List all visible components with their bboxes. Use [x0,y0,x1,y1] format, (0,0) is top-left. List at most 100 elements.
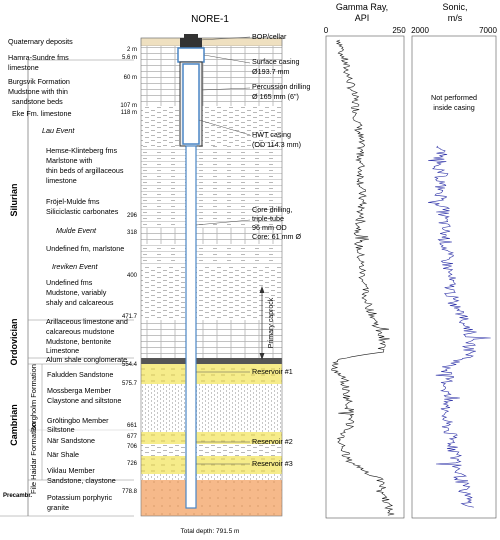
well-annotations: BOP/cellar Surface casing Ø193.7 mm Perc… [195,32,310,468]
unit-label: När Shale [47,450,79,459]
unit-label: limestone [8,63,39,72]
depth-labels: 2 m 5.6 m 60 m 107 m 118 m 296 318 400 4… [120,47,137,495]
depth-label: 296 [127,213,138,219]
depth-label: 706 [127,444,138,450]
caprock-label: Primary caprock [268,297,275,348]
period-precambrian: Precambr. [3,493,32,499]
unit-label: Siliciclastic carbonates [46,207,119,216]
core-label: Core drilling, [252,205,292,214]
formation-file-haidar: File Haidar Formation [29,422,38,494]
reservoir-1-label: Reservoir #1 [252,367,293,376]
reservoir-3-label: Reservoir #3 [252,459,293,468]
frojel-layer [141,228,282,244]
surface-casing-label: Surface casing [252,57,300,66]
unit-label: Limestone [46,346,79,355]
period-silurian: Silurian [9,183,19,216]
unit-label: Burgsvik Formation [8,77,70,86]
core-size: Core: 61 mm Ø [252,232,302,241]
hamra-limestone-layer [141,46,282,106]
depth-label: 778.8 [122,489,138,495]
gamma-axis-min: 0 [324,26,329,35]
unit-label: thin beds of argillaceous [46,166,124,175]
event-label: Mulde Event [56,226,97,235]
hwt-casing [182,63,200,145]
unit-label: Fröjel-Mulde fms [46,197,100,206]
unit-label: Mudstone with thin [8,87,68,96]
sonic-axis-max: 7000 [479,26,497,35]
sonic-title-1: Sonic, [442,2,467,12]
viklau-layer [141,456,282,474]
depth-label: 554.4 [122,362,138,368]
mossberga-layer [141,384,282,424]
nar-shale-layer [141,444,282,456]
lithology-column [140,37,283,517]
undefined-marlstone-layer [141,244,282,266]
formation-borgholm: Borgholm Formation [29,364,38,432]
depth-label: 2 m [127,47,137,53]
depth-label: 677 [127,434,138,440]
percussion-label: Percussion drilling [252,82,310,91]
unit-label: Quaternary deposits [8,37,73,46]
depth-label: 60 m [124,75,137,81]
percussion-size: Ø 165 mm (6") [252,92,299,101]
unit-label: Hemse-Klinteberg fms [46,146,118,155]
unit-label: Undefined fm, marlstone [46,244,124,253]
unit-label: calcareous mudstone [46,327,114,336]
sonic-frame [411,35,497,519]
nar-sandstone-layer [141,432,282,444]
unit-label: Marlstone with [46,156,92,165]
unit-label: När Sandstone [47,436,95,445]
gamma-ray-panel: Gamma Ray, API 0 250 [324,2,406,519]
total-depth-label: Total depth: 791.5 m [181,528,240,535]
surface-casing-size: Ø193.7 mm [252,67,290,76]
granite-layer [141,480,282,516]
unit-label: Gröltingbo Member [47,416,109,425]
sonic-note-2: inside casing [433,103,475,112]
unit-label: Undefined fms [46,278,93,287]
unit-label: Sandstone, claystone [47,476,116,485]
period-column: Silurian Ordovician Cambrian Precambr. B… [0,59,134,517]
unit-label: granite [47,503,69,512]
core-tube: triple-tube [252,214,284,223]
hwt-label: HWT casing [252,130,291,139]
unit-label: Faludden Sandstone [47,370,113,379]
gamma-frame [325,35,405,519]
unit-label: Eke Fm. limestone [12,109,72,118]
depth-label: 471.7 [122,314,138,320]
sonic-panel: Sonic, m/s 2000 7000 Not performed insid… [411,2,497,519]
unit-label: Hamra-Sundre fms [8,53,69,62]
reservoir-2-label: Reservoir #2 [252,437,293,446]
unit-label: Arillaceous limestone and [46,317,128,326]
unit-label: Claystone and siltstone [47,396,121,405]
gamma-ray-trace [331,39,395,516]
unit-label: Viklau Member [47,466,95,475]
hemse-layer [141,146,282,228]
depth-label: 575.7 [122,381,138,387]
unit-label: shaly and calcareous [46,298,114,307]
core-od: 96 mm OD [252,223,287,232]
unit-label: sandstone beds [12,97,63,106]
bop-label: BOP/cellar [252,32,287,41]
undefined-mudstone-layer [141,266,282,320]
unit-label: limestone [46,176,77,185]
event-label: Ireviken Event [52,262,99,271]
well-title: NORE-1 [191,14,229,25]
hwt-size: (OD 114.3 mm) [252,140,301,149]
viklau-clay-layer [141,474,282,480]
gamma-title-2: API [355,13,370,23]
depth-label: 5.6 m [122,55,137,61]
gamma-title-1: Gamma Ray, [336,2,388,12]
depth-label: 400 [127,273,138,279]
unit-label: Siltstone [47,425,75,434]
unit-label: Potassium porphyric [47,493,113,502]
unit-label: Mossberga Member [47,386,112,395]
period-ordovician: Ordovician [9,318,19,365]
core-hole [185,145,197,509]
unit-label: Mudstone, bentonite [46,337,111,346]
sonic-trace [428,145,491,508]
depth-label: 318 [127,230,138,236]
sonic-axis-min: 2000 [411,26,429,35]
surface-casing [177,47,205,63]
depth-label: 118 m [121,110,137,116]
